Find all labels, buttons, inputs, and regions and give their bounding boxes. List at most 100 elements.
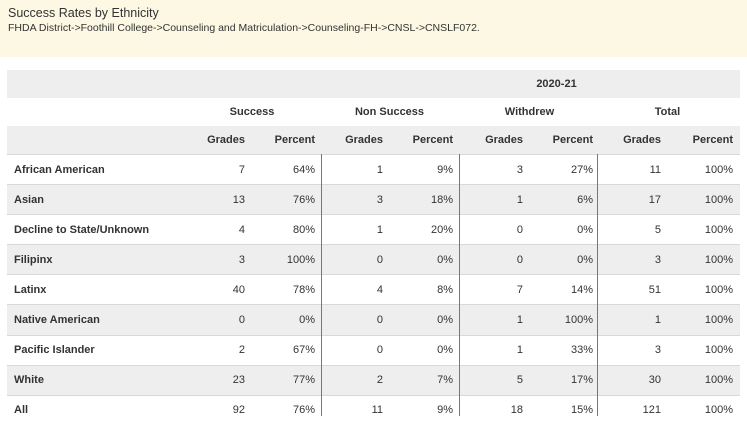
grades-cell: 0 <box>516 253 523 266</box>
percent-cell: 17% <box>570 374 593 387</box>
grades-cell: 7 <box>516 283 523 296</box>
grades-cell: 3 <box>654 253 661 266</box>
grades-cell: 30 <box>648 374 661 387</box>
grades-cell: 13 <box>232 193 245 206</box>
grades-cell: 0 <box>376 344 383 357</box>
row-label: Native American <box>14 314 100 327</box>
grades-cell: 92 <box>232 404 245 417</box>
grades-cell: 1 <box>376 163 383 176</box>
grades-cell: 17 <box>648 193 661 206</box>
percent-cell: 18% <box>430 193 453 206</box>
year-header-row: 2020-21 <box>7 70 740 98</box>
group-header-non-success: Non Success <box>354 106 425 118</box>
grades-cell: 51 <box>648 283 661 296</box>
percent-cell: 100% <box>704 223 733 236</box>
grades-cell: 3 <box>654 344 661 357</box>
percent-cell: 0% <box>577 253 593 266</box>
grades-cell: 1 <box>516 344 523 357</box>
subheader-grades: Grades <box>345 134 383 146</box>
row-label: Decline to State/Unknown <box>14 223 150 236</box>
grades-cell: 3 <box>516 163 523 176</box>
grades-cell: 11 <box>649 163 661 176</box>
grades-cell: 23 <box>232 374 245 387</box>
percent-cell: 100% <box>704 193 733 206</box>
percent-cell: 64% <box>292 163 315 176</box>
percent-cell: 20% <box>430 223 453 236</box>
column-divider <box>459 154 460 416</box>
row-label: Pacific Islander <box>14 344 95 357</box>
table-row: Latinx 40 78% 4 8% 7 14% 51 100% <box>7 274 740 304</box>
grades-cell: 121 <box>642 404 661 417</box>
table-row: White 23 77% 2 7% 5 17% 30 100% <box>7 364 740 395</box>
grades-cell: 1 <box>654 314 661 327</box>
subheader-percent: Percent <box>552 134 593 146</box>
grades-cell: 2 <box>238 344 245 357</box>
table-row: Decline to State/Unknown 4 80% 1 20% 0 0% 5 100% <box>7 214 740 244</box>
row-label: Latinx <box>14 283 47 296</box>
percent-cell: 33% <box>570 344 593 357</box>
percent-cell: 76% <box>292 404 315 417</box>
table-row: African American 7 64% 1 9% 3 27% 11 100% <box>7 154 740 184</box>
percent-cell: 9% <box>437 163 453 176</box>
subheader-grades: Grades <box>485 134 523 146</box>
percent-cell: 100% <box>286 253 315 266</box>
grades-cell: 0 <box>376 253 383 266</box>
grades-cell: 4 <box>376 283 383 296</box>
percent-cell: 27% <box>570 163 593 176</box>
grades-cell: 2 <box>376 374 383 387</box>
percent-cell: 100% <box>564 314 593 327</box>
percent-cell: 100% <box>704 163 733 176</box>
grades-cell: 0 <box>238 314 245 327</box>
row-label: All <box>14 404 29 417</box>
percent-cell: 0% <box>577 223 593 236</box>
percent-cell: 80% <box>292 223 315 236</box>
percent-cell: 9% <box>437 404 453 417</box>
grades-cell: 0 <box>516 223 523 236</box>
percent-cell: 100% <box>704 404 733 417</box>
percent-cell: 6% <box>577 193 593 206</box>
percent-cell: 78% <box>292 283 315 296</box>
subheader-percent: Percent <box>692 134 733 146</box>
percent-cell: 77% <box>292 374 315 387</box>
success-rates-table: 2020-21 Success Non Success Withdrew Tot… <box>7 70 740 425</box>
group-header-row: Success Non Success Withdrew Total <box>7 98 740 126</box>
percent-cell: 0% <box>299 314 315 327</box>
grades-cell: 7 <box>238 163 245 176</box>
report-title: Success Rates by Ethnicity <box>8 6 159 20</box>
grades-cell: 0 <box>376 314 383 327</box>
percent-cell: 100% <box>704 374 733 387</box>
percent-cell: 14% <box>570 283 593 296</box>
table-row: Native American 0 0% 0 0% 1 100% 1 100% <box>7 304 740 335</box>
column-divider <box>321 154 322 416</box>
grades-cell: 4 <box>238 223 245 236</box>
table-row: All 92 76% 11 9% 18 15% 121 100% <box>7 394 740 425</box>
year-header: 2020-21 <box>536 78 577 90</box>
group-header-withdrew: Withdrew <box>504 106 555 118</box>
row-label: African American <box>14 163 105 176</box>
row-label: Asian <box>14 193 44 206</box>
row-label: Filipinx <box>14 253 53 266</box>
grades-cell: 1 <box>516 314 523 327</box>
subheader-percent: Percent <box>412 134 453 146</box>
grades-cell: 5 <box>654 223 661 236</box>
subheader-percent: Percent <box>274 134 315 146</box>
percent-cell: 0% <box>437 314 453 327</box>
grades-cell: 1 <box>376 223 383 236</box>
percent-cell: 7% <box>437 374 453 387</box>
subheader-grades: Grades <box>207 134 245 146</box>
percent-cell: 100% <box>704 314 733 327</box>
percent-cell: 0% <box>437 344 453 357</box>
grades-cell: 3 <box>238 253 245 266</box>
grades-cell: 1 <box>516 193 523 206</box>
grades-cell: 40 <box>232 283 245 296</box>
subheader-row: Grades Percent Grades Percent Grades Per… <box>7 126 740 154</box>
grades-cell: 18 <box>510 404 523 417</box>
table-row: Asian 13 76% 3 18% 1 6% 17 100% <box>7 184 740 215</box>
report-header: Success Rates by Ethnicity FHDA District… <box>0 0 747 57</box>
table-row: Pacific Islander 2 67% 0 0% 1 33% 3 100% <box>7 334 740 365</box>
group-header-success: Success <box>229 106 275 118</box>
percent-cell: 100% <box>704 344 733 357</box>
grades-cell: 3 <box>376 193 383 206</box>
percent-cell: 100% <box>704 283 733 296</box>
column-divider <box>597 154 598 416</box>
